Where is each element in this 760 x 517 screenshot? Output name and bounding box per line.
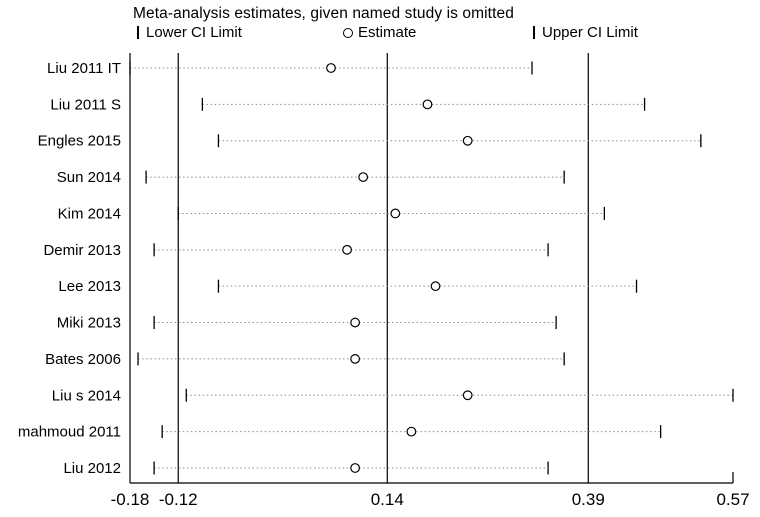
x-tick-label: 0.14	[371, 490, 404, 509]
row-estimate-marker	[406, 426, 417, 437]
study-label: Liu 2011 IT	[47, 60, 121, 77]
legend-item-upper-ci: Upper CI Limit	[533, 24, 638, 41]
row-estimate-marker	[462, 390, 473, 401]
row-estimate-marker	[422, 99, 433, 110]
x-tick-label: -0.18	[111, 490, 150, 509]
study-label: Liu 2012	[63, 460, 121, 477]
estimate-circle-icon	[343, 27, 353, 38]
legend-item-lower-ci: Lower CI Limit	[137, 24, 242, 41]
study-label: Kim 2014	[58, 205, 121, 222]
legend-estimate-label: Estimate	[358, 24, 417, 41]
row-estimate-marker	[342, 244, 352, 255]
study-label: Demir 2013	[43, 242, 121, 259]
study-label: Sun 2014	[57, 169, 121, 186]
legend-lower-label: Lower CI Limit	[146, 24, 242, 41]
x-tick-label: 0.57	[716, 490, 749, 509]
row-estimate-marker	[350, 463, 361, 473]
legend-upper-label: Upper CI Limit	[542, 24, 638, 41]
row-estimate-marker	[350, 317, 361, 328]
study-label: Bates 2006	[45, 351, 121, 368]
x-tick-label: -0.12	[159, 490, 198, 509]
row-estimate-marker	[430, 281, 441, 292]
study-label: Miki 2013	[57, 315, 121, 332]
row-estimate-marker	[350, 354, 361, 364]
row-estimate-marker	[326, 63, 336, 73]
study-label: Lee 2013	[58, 278, 121, 295]
chart-legend: Lower CI Limit Estimate Upper CI Limit	[0, 24, 760, 44]
x-tick-label: 0.39	[572, 490, 605, 509]
legend-item-estimate: Estimate	[343, 24, 416, 41]
study-label: Liu 2011 S	[50, 96, 121, 113]
study-label: mahmoud 2011	[18, 424, 121, 441]
row-estimate-marker	[462, 135, 473, 146]
chart-title: Meta-analysis estimates, given named stu…	[133, 5, 514, 22]
study-label: Liu s 2014	[52, 387, 121, 404]
row-estimate-marker	[390, 208, 401, 219]
study-label: Engles 2015	[38, 133, 121, 150]
upper-ci-tick-icon	[533, 26, 535, 39]
row-estimate-marker	[358, 172, 369, 182]
lower-ci-tick-icon	[137, 26, 139, 39]
